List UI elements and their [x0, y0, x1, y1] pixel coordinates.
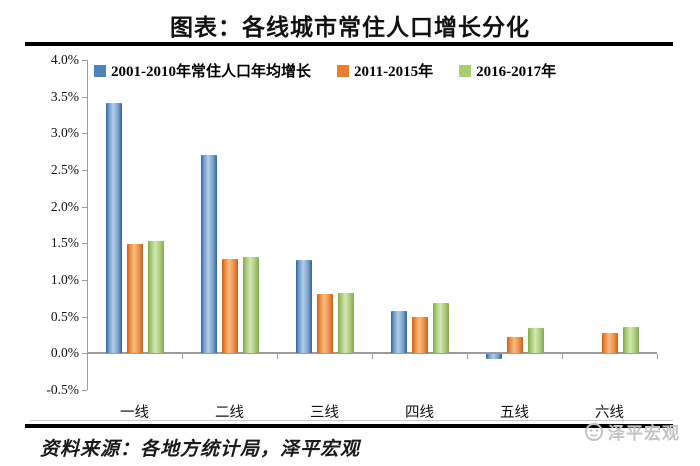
- legend-label: 2001-2010年常住人口年均增长: [111, 64, 311, 80]
- y-tick-mark: [82, 316, 87, 318]
- legend-item-0: 2001-2010年常住人口年均增长: [94, 60, 311, 81]
- y-tick-label: 0.0%: [50, 345, 79, 361]
- y-tick-label: -0.5%: [46, 382, 79, 397]
- watermark-brand-text: 泽平宏观: [608, 424, 680, 443]
- x-category-label: 三线: [310, 405, 339, 421]
- x-tick-mark: [182, 354, 183, 360]
- y-tick-mark: [82, 170, 87, 171]
- y-tick-label: 3.0%: [50, 125, 79, 141]
- y-tick-mark: [82, 280, 87, 281]
- bar-一线-series2: [147, 241, 164, 354]
- bar-五线-series0: [485, 354, 502, 360]
- bar-五线-series2: [527, 328, 544, 354]
- legend-swatch-icon: [337, 64, 349, 77]
- bar-六线-series1: [601, 332, 618, 354]
- x-category-label: 四线: [405, 405, 434, 421]
- bar-一线-series1: [126, 244, 143, 354]
- y-tick-mark: [82, 390, 87, 391]
- x-tick-mark: [467, 354, 468, 360]
- bar-四线-series2: [432, 303, 449, 354]
- x-axis-baseline: [87, 352, 657, 355]
- y-tick-label: 2.5%: [50, 162, 79, 177]
- x-category-label: 五线: [500, 405, 529, 421]
- legend-swatch-icon: [459, 64, 472, 77]
- y-tick-label: 0.5%: [50, 308, 79, 324]
- x-category-label: 一线: [120, 405, 149, 421]
- legend-label: 2016-2017年: [476, 64, 557, 80]
- y-axis-line: [87, 60, 88, 390]
- chart-title: 图表：各线城市常住人口增长分化: [170, 15, 530, 40]
- bar-六线-series2: [622, 326, 639, 354]
- y-tick-label: 1.0%: [50, 272, 79, 287]
- bar-三线-series2: [337, 293, 354, 354]
- legend-swatch-icon: [94, 64, 106, 77]
- watermark-logo-icon: [585, 422, 603, 441]
- source-note: 资料来源：各地方统计局，泽平宏观: [40, 439, 361, 460]
- bar-二线-series0: [200, 154, 217, 354]
- y-tick-label: 2.0%: [50, 198, 79, 214]
- x-tick-mark: [562, 354, 563, 360]
- y-tick-label: 4.0%: [50, 52, 79, 67]
- legend-item-2: 2016-2017年: [459, 60, 556, 81]
- y-tick-mark: [82, 60, 87, 61]
- legend-label: 2011-2015年: [354, 64, 434, 80]
- legend-item-1: 2011-2015年: [337, 60, 433, 81]
- bar-二线-series1: [221, 259, 238, 354]
- bar-五线-series1: [506, 337, 523, 354]
- y-tick-mark: [82, 206, 87, 208]
- chart-legend: 2001-2010年常住人口年均增长 2011-2015年 2016-2017年: [94, 60, 556, 81]
- bar-一线-series0: [105, 103, 122, 354]
- y-tick-mark: [82, 96, 87, 98]
- bar-四线-series0: [390, 310, 407, 354]
- top-divider-rule: [25, 42, 673, 46]
- bar-四线-series1: [411, 316, 428, 354]
- y-tick-label: 3.5%: [50, 88, 79, 104]
- watermark: 泽平宏观: [584, 419, 680, 444]
- x-tick-mark: [372, 354, 373, 360]
- chart-bottom-border: [30, 420, 673, 421]
- y-tick-mark: [82, 353, 87, 355]
- y-tick-label: 1.5%: [50, 235, 79, 251]
- y-tick-mark: [82, 243, 87, 245]
- bottom-divider-rule: [25, 424, 673, 428]
- x-category-label: 二线: [215, 405, 244, 421]
- x-tick-mark: [277, 354, 278, 360]
- x-category-label: 六线: [595, 405, 624, 421]
- bar-二线-series2: [242, 256, 259, 354]
- bar-三线-series0: [295, 260, 312, 354]
- x-tick-mark: [87, 354, 88, 360]
- bar-三线-series1: [316, 293, 333, 354]
- x-tick-mark: [657, 354, 658, 360]
- y-tick-mark: [82, 133, 87, 135]
